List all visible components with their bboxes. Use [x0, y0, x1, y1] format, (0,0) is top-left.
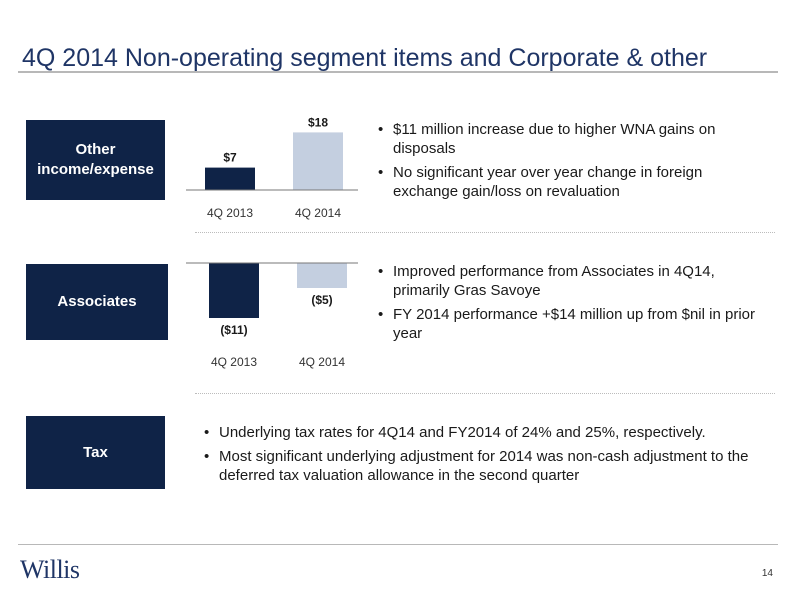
data-label: ($11) [220, 323, 247, 337]
section-divider [195, 393, 775, 394]
tick-label: 4Q 2014 [299, 355, 345, 369]
other-income-label-text: Other income/expense [37, 141, 154, 178]
title-divider [18, 71, 778, 73]
data-label: $7 [223, 151, 237, 165]
associates-bullet: Improved performance from Associates in … [376, 262, 771, 300]
section-divider [195, 232, 775, 233]
associates-label: Associates [26, 264, 168, 340]
other-income-chart: $7 4Q 2013 $18 4Q 2014 [186, 115, 358, 220]
tax-bullets: Underlying tax rates for 4Q14 and FY2014… [202, 423, 767, 490]
other-income-label: Other income/expense [26, 120, 165, 200]
associates-bullets: Improved performance from Associates in … [376, 262, 771, 348]
tax-bullet: Most significant underlying adjustment f… [202, 447, 767, 485]
tax-label-text: Tax [83, 443, 108, 461]
footer-divider [18, 544, 778, 545]
tax-label: Tax [26, 416, 165, 489]
other-income-bullet: $11 million increase due to higher WNA g… [376, 120, 771, 158]
other-income-bullet: No significant year over year change in … [376, 163, 771, 201]
associates-bullet: FY 2014 performance +$14 million up from… [376, 305, 771, 343]
page-title: 4Q 2014 Non-operating segment items and … [22, 44, 708, 72]
associates-label-text: Associates [57, 293, 137, 310]
data-label: $18 [308, 115, 328, 129]
tick-label: 4Q 2013 [211, 355, 257, 369]
page-number: 14 [761, 568, 773, 579]
bar [297, 263, 347, 288]
bar [205, 167, 255, 190]
data-label: ($5) [311, 293, 332, 307]
tax-bullet: Underlying tax rates for 4Q14 and FY2014… [202, 423, 767, 442]
tick-label: 4Q 2013 [207, 206, 253, 220]
tick-label: 4Q 2014 [295, 206, 341, 220]
associates-chart: ($11) 4Q 2013 ($5) 4Q 2014 [186, 262, 358, 369]
other-income-bullets: $11 million increase due to higher WNA g… [376, 120, 771, 206]
willis-logo: Willis [20, 555, 80, 584]
bar [293, 132, 343, 190]
bar [209, 263, 259, 318]
